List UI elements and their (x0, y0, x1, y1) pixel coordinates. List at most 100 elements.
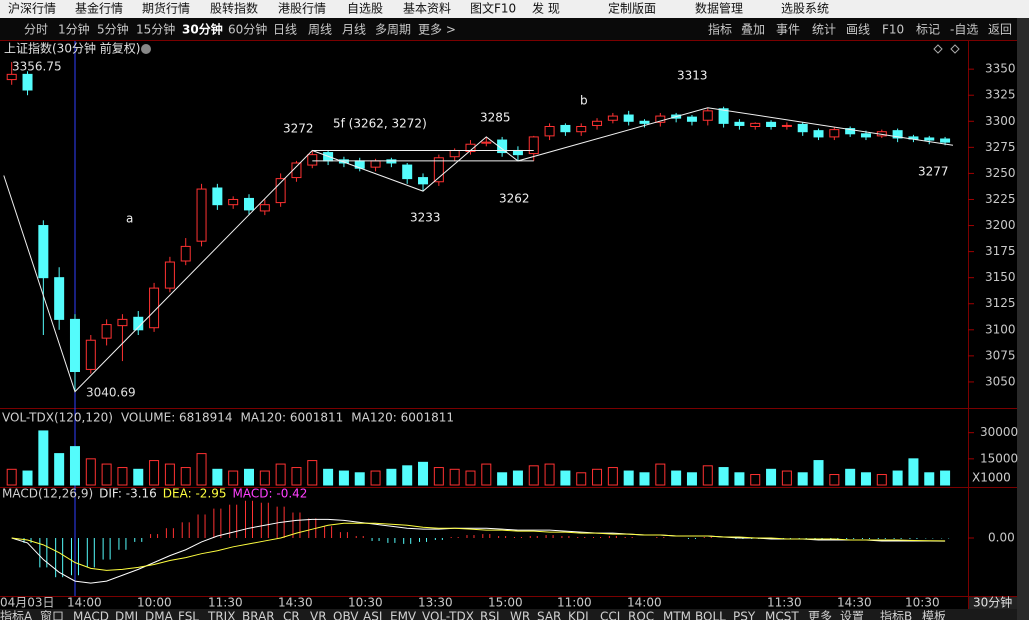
candle-body (940, 138, 951, 143)
annotation: 3313 (677, 69, 708, 83)
price-label: 3356.75 (12, 60, 62, 74)
indicator-tab[interactable]: KDJ (568, 610, 589, 620)
indicator-header: MACD: -0.42 (233, 487, 308, 501)
candle-body (718, 108, 729, 124)
panel-icon[interactable] (950, 44, 960, 54)
indicator-tab[interactable]: VR (310, 610, 327, 620)
annotation: 5f (3262, 3272) (333, 117, 427, 131)
annotation: 3272 (283, 122, 314, 136)
period-tab[interactable]: 60分钟 (228, 22, 267, 37)
period-tab[interactable]: 多周期 (375, 23, 411, 37)
menu-item[interactable]: 选股系统 (781, 2, 829, 16)
period-tab[interactable]: 5分钟 (97, 22, 129, 37)
menu-item[interactable]: 基本资料 (403, 2, 451, 16)
volume-bar (655, 463, 666, 486)
candle-body (85, 339, 96, 370)
period-tab[interactable]: 30分钟 (182, 22, 223, 37)
tool-button[interactable]: 标记 (916, 23, 940, 37)
period-tab[interactable]: 15分钟 (136, 22, 175, 37)
indicator-tab[interactable]: 模板 (922, 610, 946, 620)
period-label: 30分钟 (973, 595, 1012, 610)
candle-body (101, 324, 112, 339)
menu-item[interactable]: 沪深行情 (8, 2, 56, 16)
period-tab[interactable]: 月线 (342, 23, 366, 37)
volume-bar (623, 470, 634, 486)
indicator-tab[interactable]: DMA (145, 610, 174, 620)
indicator-tab[interactable]: CR (283, 610, 300, 620)
indicator-tab[interactable]: RSI (480, 610, 500, 620)
menu-item[interactable]: 数据管理 (695, 1, 743, 16)
menu-bar (0, 0, 1029, 18)
indicator-tab[interactable]: 窗口 (40, 610, 64, 620)
tool-button[interactable]: -自选 (950, 23, 978, 37)
y-tick-label: 3125 (985, 296, 1016, 310)
volume-bar (671, 470, 682, 486)
candle-body (623, 114, 634, 122)
menu-item[interactable]: 基金行情 (75, 1, 123, 16)
candle-body (196, 188, 207, 242)
period-tab[interactable]: 更多 > (418, 23, 456, 37)
time-label: 14:30 (837, 596, 872, 610)
y-tick-label: 3300 (985, 114, 1016, 128)
menu-item[interactable]: 自选股 (347, 2, 383, 16)
volume-bar (845, 468, 856, 486)
indicator-tab[interactable]: MTM (663, 610, 691, 620)
indicator-tab[interactable]: MCST (765, 610, 799, 620)
candle-body (370, 160, 381, 168)
indicator-tab[interactable]: BRAR (242, 610, 275, 620)
indicator-tab[interactable]: VOL-TDX (422, 610, 474, 620)
menu-item[interactable]: 定制版面 (608, 1, 656, 16)
indicator-tab[interactable]: FSL (178, 610, 199, 620)
volume-bar (750, 474, 761, 486)
candle-body (164, 261, 175, 289)
indicator-tab[interactable]: 设置 (840, 610, 864, 620)
indicator-tab[interactable]: BOLL (695, 610, 726, 620)
menu-item[interactable]: 期货行情 (142, 1, 190, 16)
indicator-tab[interactable]: MACD (73, 610, 109, 620)
indicator-tab[interactable]: TRIX (207, 610, 235, 620)
period-tab[interactable]: 1分钟 (58, 22, 90, 37)
tool-button[interactable]: F10 (882, 23, 904, 37)
candle-body (528, 136, 539, 155)
tool-button[interactable]: 叠加 (741, 23, 765, 37)
panel-icon[interactable] (933, 44, 943, 54)
candle-body (576, 125, 587, 133)
indicator-tab[interactable]: EMV (390, 610, 417, 620)
volume-bar (497, 472, 508, 486)
tool-button[interactable]: 画线 (846, 23, 870, 37)
menu-item[interactable]: 发 现 (532, 1, 560, 16)
period-tab[interactable]: 分时 (24, 23, 48, 37)
candle-body (560, 124, 571, 133)
period-tab[interactable]: 周线 (308, 23, 332, 37)
menu-item[interactable]: 港股行情 (278, 2, 326, 16)
annotation: 3262 (499, 192, 530, 206)
indicator-header: MA120: 6001811 (351, 411, 454, 425)
indicator-tab[interactable]: OBV (333, 610, 359, 620)
candle-body (750, 122, 761, 127)
volume-bar (560, 470, 571, 486)
indicator-tab[interactable]: ASI (363, 610, 382, 620)
indicator-tab[interactable]: PSY (733, 610, 756, 620)
indicator-tab[interactable]: SAR (537, 610, 561, 620)
period-tab[interactable]: 日线 (273, 23, 297, 37)
volume-bar (117, 467, 128, 486)
menu-item[interactable]: 股转指数 (210, 1, 258, 16)
volume-bar (734, 472, 745, 486)
volume-bar (228, 470, 239, 486)
indicator-tab[interactable]: 指标B (880, 609, 912, 620)
indicator-tab[interactable]: DMI (115, 610, 138, 620)
indicator-tab[interactable]: WR (510, 610, 530, 620)
menu-item[interactable]: 图文F10 (470, 1, 516, 16)
tool-button[interactable]: 返回 (988, 23, 1012, 37)
tool-button[interactable]: 统计 (812, 23, 836, 37)
tool-button[interactable]: 事件 (776, 23, 800, 37)
annotation: a (126, 212, 133, 226)
indicator-tab[interactable]: CCI (600, 610, 620, 620)
indicator-tab[interactable]: 指标A (0, 609, 33, 620)
tool-button[interactable]: 指标 (708, 22, 732, 37)
indicator-tab[interactable]: 更多 (808, 610, 832, 620)
indicator-tab[interactable]: ROC (628, 610, 654, 620)
volume-bar (829, 474, 840, 486)
indicator-header: DIF: -3.16 (99, 487, 157, 501)
